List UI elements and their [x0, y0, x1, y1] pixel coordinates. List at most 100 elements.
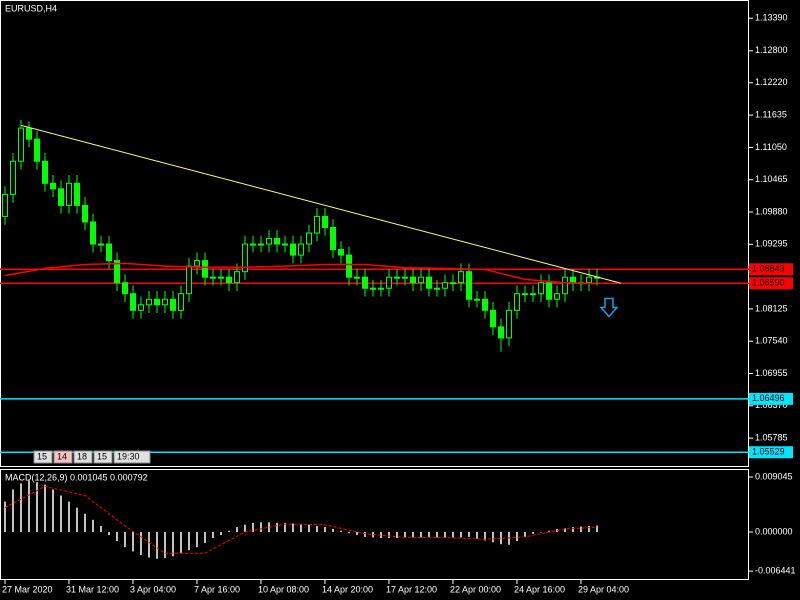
macd-bar: [212, 531, 214, 539]
y-tick-label: 1.12800: [755, 45, 788, 55]
price-level-label: 1.08590: [752, 278, 785, 288]
sell-arrow: [599, 297, 619, 318]
macd-bar: [76, 507, 78, 532]
macd-bar: [564, 528, 566, 532]
candle-body: [66, 182, 72, 206]
candle-body: [514, 293, 520, 311]
candle-body: [106, 243, 112, 262]
y-tick-label: 1.08125: [755, 303, 788, 313]
candle-body: [362, 276, 368, 289]
candle-body: [266, 238, 272, 245]
macd-bar: [28, 480, 30, 532]
macd-bar: [364, 531, 366, 537]
y-tick-label: 1.07540: [755, 336, 788, 346]
candle-body: [58, 188, 64, 206]
candle-body: [330, 226, 336, 251]
candle-body: [114, 260, 120, 284]
candle-body: [146, 298, 152, 306]
candle-body: [242, 243, 248, 273]
candle-body: [42, 160, 48, 184]
macd-bar: [4, 501, 6, 532]
candle-body: [434, 287, 440, 290]
candle-body: [394, 276, 400, 279]
candle-body: [586, 276, 592, 284]
macd-bar: [444, 531, 446, 539]
candle-body: [2, 193, 8, 217]
time-tag-label: 19:30: [117, 451, 140, 461]
candle-body: [282, 243, 288, 246]
macd-bar: [124, 531, 126, 548]
candle-body: [178, 293, 184, 311]
macd-bar: [236, 527, 238, 532]
macd-bar: [84, 513, 86, 532]
candle-body: [74, 182, 80, 206]
macd-y-tick-label: 0.009045: [755, 471, 793, 481]
moving-average: [4, 262, 598, 285]
candle-body: [522, 293, 528, 296]
time-tag-label: 18: [77, 451, 87, 461]
macd-bar: [164, 531, 166, 559]
candle-body: [538, 282, 544, 295]
candle-body: [298, 243, 304, 256]
macd-bar: [316, 525, 318, 532]
x-tick-label: 14 Apr 20:00: [322, 584, 373, 594]
macd-bar: [420, 531, 422, 538]
macd-bar: [268, 522, 270, 532]
candle-body: [138, 304, 144, 311]
price-level-tag: [749, 263, 793, 276]
candle-body: [450, 282, 456, 285]
candle-body: [506, 309, 512, 339]
main-panel: [0, 0, 749, 467]
y-tick-label: 1.09880: [755, 206, 788, 216]
macd-bar: [396, 531, 398, 539]
macd-bar: [300, 524, 302, 532]
candle-body: [226, 276, 232, 284]
price-level-label: 1.08843: [752, 264, 785, 274]
candle-body: [194, 260, 200, 267]
y-tick-label: 1.10465: [755, 174, 788, 184]
candle-body: [90, 221, 96, 245]
macd-bar: [284, 522, 286, 532]
candle-body: [218, 276, 224, 279]
x-tick-label: 22 Apr 00:00: [450, 584, 501, 594]
x-tick-label: 24 Apr 16:00: [514, 584, 565, 594]
macd-bar: [532, 531, 534, 534]
candle-body: [202, 260, 208, 278]
macd-bar: [356, 531, 358, 536]
candle-body: [18, 127, 24, 162]
macd-bar: [276, 522, 278, 532]
macd-bar: [180, 531, 182, 554]
macd-bar: [44, 484, 46, 532]
macd-bar: [260, 522, 262, 532]
time-tag: [73, 450, 93, 464]
price-level-tag: [749, 392, 793, 405]
candle-body: [130, 293, 136, 311]
macd-bar: [436, 531, 438, 538]
candle-body: [314, 215, 320, 234]
candle-body: [234, 271, 240, 284]
macd-signal: [4, 485, 598, 554]
candle-body: [34, 138, 40, 162]
macd-bar: [380, 531, 382, 539]
candle-body: [210, 276, 216, 279]
time-tag: [113, 450, 151, 464]
candle-body: [546, 282, 552, 300]
x-tick-label: 31 Mar 12:00: [66, 584, 119, 594]
candle-body: [250, 243, 256, 246]
macd-bar: [188, 531, 190, 551]
macd-bar: [220, 531, 222, 536]
macd-bar: [92, 519, 94, 532]
macd-y-tick-label: -0.006441: [755, 566, 796, 576]
candle-body: [482, 298, 488, 311]
macd-bar: [52, 489, 54, 532]
macd-bar: [308, 524, 310, 532]
trendline: [20, 124, 622, 284]
candle-body: [154, 298, 160, 306]
macd-bar: [148, 531, 150, 558]
macd-bar: [332, 528, 334, 532]
macd-label: MACD(12,26,9) 0.001045 0.000792: [5, 472, 148, 482]
macd-bar: [524, 531, 526, 537]
macd-bar: [516, 531, 518, 542]
